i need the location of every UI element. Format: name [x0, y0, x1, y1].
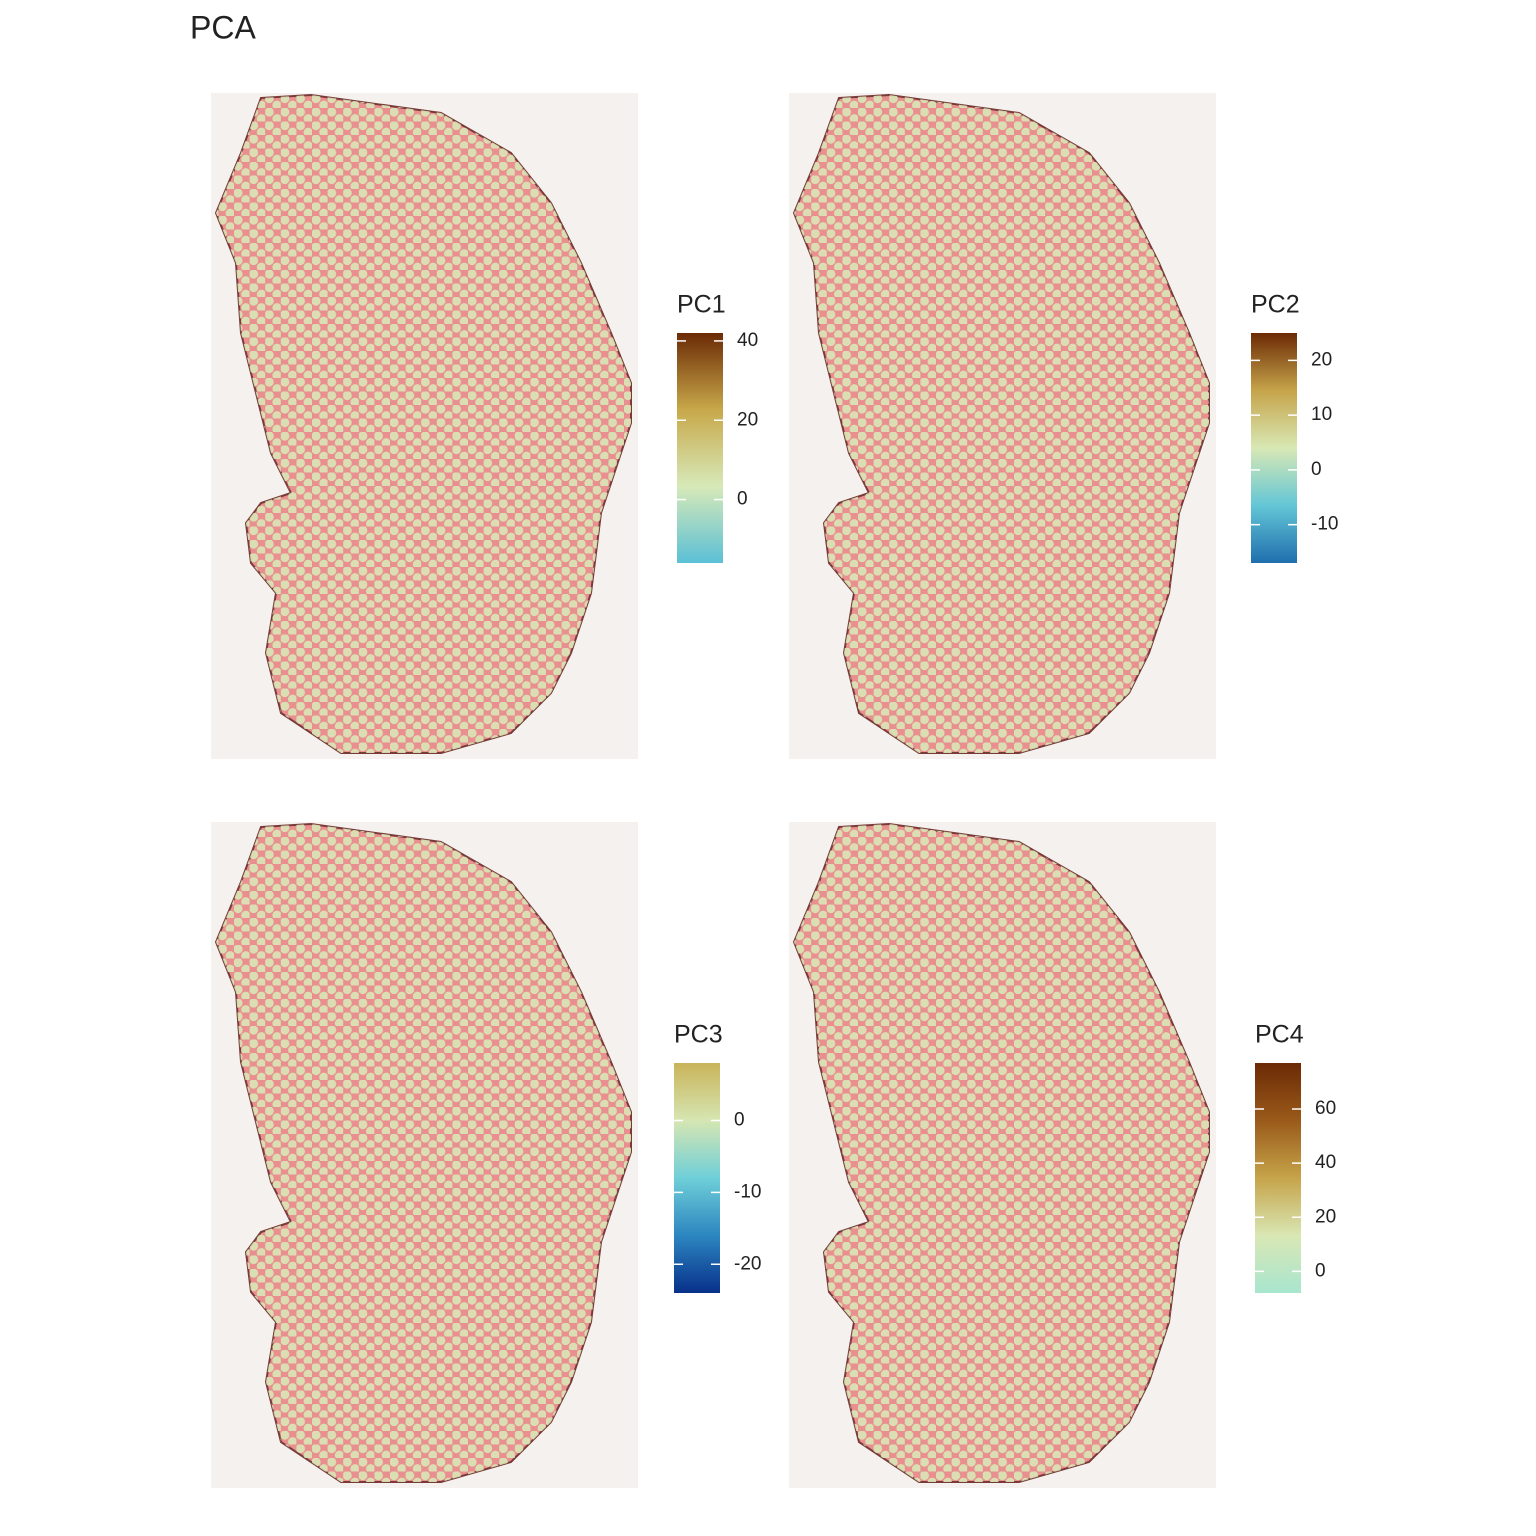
legend-title: PC4 — [1255, 1021, 1304, 1049]
colorbar-tick-label: 0 — [737, 489, 748, 510]
colorbar — [1255, 1063, 1301, 1293]
colorbar-tick-label: 20 — [737, 409, 758, 430]
colorbar-tick-label: 60 — [1315, 1098, 1336, 1119]
colorbar-tick-label: -10 — [1311, 514, 1338, 535]
figure-title: PCA — [190, 9, 256, 45]
colorbar — [1251, 333, 1297, 563]
colorbar-tick-label: 40 — [737, 330, 758, 351]
colorbar-tick-label: 0 — [1315, 1260, 1326, 1281]
colorbar — [674, 1063, 720, 1293]
colorbar-tick-label: 0 — [1311, 459, 1322, 480]
colorbar-tick-label: 40 — [1315, 1152, 1336, 1173]
colorbar-tick-label: 20 — [1311, 349, 1332, 370]
spots — [794, 95, 1209, 753]
colorbar — [677, 333, 723, 563]
colorbar-tick-label: -20 — [734, 1253, 761, 1274]
colorbar-tick-label: 0 — [734, 1110, 745, 1131]
colorbar-tick-label: -10 — [734, 1181, 761, 1202]
colorbar-tick-label: 10 — [1311, 404, 1332, 425]
legend-title: PC2 — [1251, 291, 1300, 319]
legend-title: PC3 — [674, 1021, 723, 1049]
spots — [216, 95, 631, 753]
legend-title: PC1 — [677, 291, 726, 319]
colorbar-tick-label: 20 — [1315, 1206, 1336, 1227]
spots — [794, 824, 1209, 1482]
spots — [216, 824, 631, 1482]
